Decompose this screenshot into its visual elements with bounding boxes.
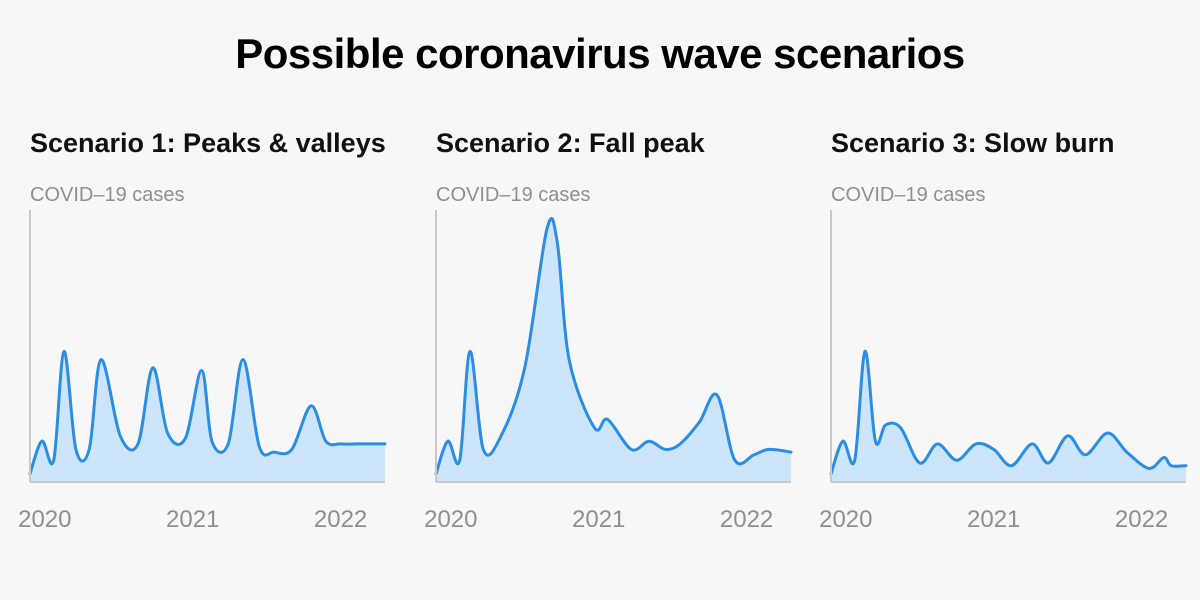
series-line [28,349,387,476]
series-line [434,216,793,476]
x-tick-label: 2022 [720,506,773,533]
area-chart-scenario-1: 2020 2021 2022 [18,210,387,533]
chart-title: Scenario 3: Slow burn [831,128,1115,158]
area-chart-scenario-3: 2020 2021 2022 [819,210,1188,533]
x-tick-label: 2022 [1115,506,1168,533]
chart-panel-scenario-1: Scenario 1: Peaks & valleys COVID–19 cas… [18,120,430,560]
x-tick-label: 2021 [967,506,1020,533]
x-tick-label: 2020 [424,506,477,533]
x-tick-label: 2021 [572,506,625,533]
chart-panel-scenario-2: Scenario 2: Fall peak COVID–19 cases 202… [424,120,836,560]
y-axis-label: COVID–19 cases [831,184,986,206]
x-tick-label: 2020 [18,506,71,533]
y-axis-label: COVID–19 cases [436,184,591,206]
series-area-fill [436,218,791,482]
y-axis-label: COVID–19 cases [30,184,185,206]
chart-title: Scenario 1: Peaks & valleys [30,128,386,158]
chart-title: Scenario 2: Fall peak [436,128,705,158]
x-tick-label: 2022 [314,506,367,533]
x-tick-label: 2021 [166,506,219,533]
series-line [829,349,1188,476]
area-chart-scenario-2: 2020 2021 2022 [424,210,793,533]
series-area-fill [831,351,1186,482]
chart-panel-scenario-3: Scenario 3: Slow burn COVID–19 cases 202… [819,120,1200,560]
x-tick-label: 2020 [819,506,872,533]
page-title: Possible coronavirus wave scenarios [235,30,965,77]
